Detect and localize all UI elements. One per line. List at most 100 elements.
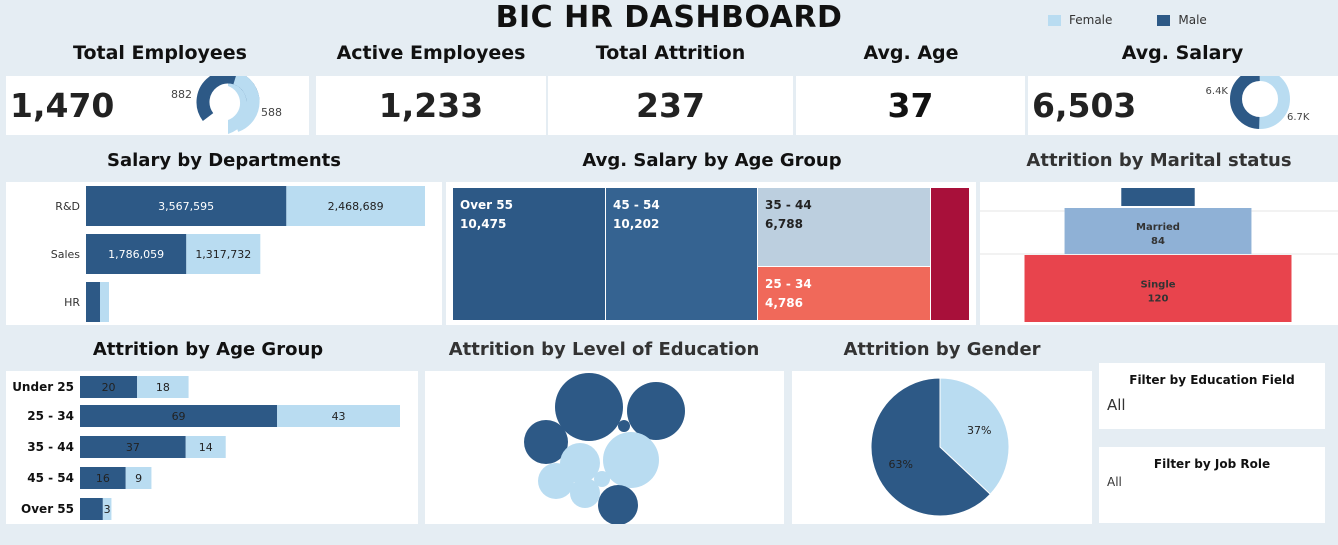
kpi-value-avg-salary: 6,503 bbox=[1032, 86, 1137, 125]
bubble bbox=[603, 432, 659, 488]
legend-label-female: Female bbox=[1069, 13, 1113, 27]
funnel-value: 84 bbox=[1151, 236, 1165, 247]
treemap-tile bbox=[758, 267, 930, 320]
filter-job-role-label: Filter by Job Role bbox=[1153, 457, 1271, 471]
data-label: 14 bbox=[199, 441, 213, 454]
treemap-value: 10,475 bbox=[460, 217, 506, 231]
bubble bbox=[524, 420, 568, 464]
treemap-label: 35 - 44 bbox=[765, 198, 812, 212]
bar-male bbox=[86, 282, 100, 322]
funnel-category: Married bbox=[1136, 222, 1180, 233]
data-label: 69 bbox=[172, 410, 186, 423]
donut-label-female-salary: 6.7K bbox=[1287, 112, 1310, 123]
pie-slice-male bbox=[870, 377, 992, 517]
attrition-gender-panel: 37% 63% bbox=[792, 371, 1092, 524]
category-label: 25 - 34 bbox=[27, 409, 74, 423]
bubble bbox=[570, 478, 600, 508]
donut-label-female: 588 bbox=[261, 106, 282, 119]
bar-male bbox=[80, 436, 186, 458]
treemap-tile bbox=[606, 188, 757, 320]
category-label: Sales bbox=[51, 248, 81, 261]
data-label: 1,317,732 bbox=[195, 248, 251, 261]
pie-slice-female bbox=[939, 377, 1010, 495]
legend-label-male: Male bbox=[1178, 13, 1207, 27]
kpi-value-avg-age: 37 bbox=[887, 86, 934, 125]
legend-item-female[interactable]: Female bbox=[1048, 13, 1112, 27]
category-label: Under 25 bbox=[12, 380, 74, 394]
treemap-tile bbox=[453, 188, 605, 320]
bubble bbox=[555, 373, 623, 441]
bar-male bbox=[86, 234, 187, 274]
kpi-label-total-employees: Total Employees bbox=[73, 42, 247, 64]
section-title-attrition-education: Attrition by Level of Education bbox=[448, 339, 760, 360]
filter-job-role[interactable]: Filter by Job Role All bbox=[1099, 447, 1325, 523]
data-label: 2,468,689 bbox=[328, 200, 384, 213]
bar-female bbox=[185, 436, 226, 458]
bar-female bbox=[286, 186, 425, 226]
data-label: 18 bbox=[156, 381, 170, 394]
section-title-attrition-marital: Attrition by Marital status bbox=[1026, 150, 1292, 171]
donut-ring-female bbox=[1230, 76, 1290, 129]
category-label: 45 - 54 bbox=[27, 471, 74, 485]
attrition-gender-pie: 37% 63% bbox=[870, 377, 1010, 517]
bar-female bbox=[125, 467, 152, 489]
total-employees-donut: 882 588 bbox=[171, 76, 282, 134]
legend-item-male[interactable]: Male bbox=[1157, 13, 1207, 27]
treemap-label: Over 55 bbox=[460, 198, 513, 212]
section-title-salary-departments: Salary by Departments bbox=[107, 150, 341, 171]
category-label: 35 - 44 bbox=[27, 440, 74, 454]
attrition-age-chart: Under 25 20 18 25 - 34 69 43 35 - 44 37 14 45 - 5… bbox=[12, 376, 400, 520]
kpi-label-total-attrition: Total Attrition bbox=[595, 42, 746, 64]
filter-job-role-value[interactable]: All bbox=[1107, 475, 1122, 489]
bar-male bbox=[86, 186, 287, 226]
filter-education-field[interactable]: Filter by Education Field All bbox=[1099, 363, 1325, 429]
bar-female bbox=[186, 234, 261, 274]
category-label: R&D bbox=[55, 200, 80, 213]
kpi-value-total-employees: 1,470 bbox=[10, 86, 115, 125]
attrition-age-panel: Under 25 20 18 25 - 34 69 43 35 - 44 37 14 45 - 5… bbox=[6, 371, 418, 524]
salary-by-departments-chart: R&D 3,567,595 2,468,689 Sales 1,786,059 1,317… bbox=[51, 186, 425, 322]
kpi-value-total-attrition: 237 bbox=[636, 86, 705, 125]
donut-label-male-salary: 6.4K bbox=[1206, 86, 1229, 97]
donut-slice-female-ring bbox=[196, 76, 260, 134]
bar-male bbox=[80, 467, 126, 489]
funnel-bar bbox=[1024, 255, 1292, 322]
data-label: 1,786,059 bbox=[108, 248, 164, 261]
filter-education-field-label: Filter by Education Field bbox=[1129, 373, 1295, 387]
treemap-label: 25 - 34 bbox=[765, 277, 812, 291]
bar-male bbox=[80, 376, 138, 398]
kpi-label-active-employees: Active Employees bbox=[336, 42, 526, 64]
data-label: 37 bbox=[126, 441, 140, 454]
salary-by-age-treemap: Over 55 10,475 45 - 54 10,202 35 - 44 6,788 25… bbox=[453, 188, 969, 320]
treemap-tile bbox=[931, 188, 969, 320]
salary-by-age-panel: Over 55 10,475 45 - 54 10,202 35 - 44 6,788 25… bbox=[446, 182, 976, 325]
kpi-value-active-employees: 1,233 bbox=[378, 86, 484, 125]
funnel-bar bbox=[1064, 208, 1252, 254]
pie-label: 37% bbox=[967, 424, 991, 437]
funnel-category: Single bbox=[1140, 280, 1175, 291]
bar-male bbox=[80, 498, 103, 520]
section-title-attrition-age: Attrition by Age Group bbox=[92, 339, 324, 360]
bubble bbox=[627, 382, 685, 440]
funnel-bar bbox=[1121, 188, 1195, 206]
bar-female bbox=[277, 405, 400, 427]
funnel-value: 120 bbox=[1148, 294, 1169, 305]
treemap-value: 6,788 bbox=[765, 217, 803, 231]
category-label: HR bbox=[64, 296, 80, 309]
treemap-label: 45 - 54 bbox=[613, 198, 660, 212]
legend-swatch-male bbox=[1157, 14, 1171, 26]
treemap-value: 10,202 bbox=[613, 217, 659, 231]
data-label: 43 bbox=[332, 410, 346, 423]
kpi-label-avg-salary: Avg. Salary bbox=[1121, 42, 1244, 64]
bar-female bbox=[137, 376, 189, 398]
section-title-attrition-gender: Attrition by Gender bbox=[843, 339, 1041, 360]
bubble bbox=[618, 420, 630, 432]
attrition-education-panel bbox=[425, 371, 784, 525]
attrition-education-bubbles bbox=[524, 373, 685, 525]
data-label: 3,567,595 bbox=[158, 200, 214, 213]
treemap-tile bbox=[758, 188, 930, 266]
legend: Female Male bbox=[1048, 13, 1252, 27]
filter-education-field-value[interactable]: All bbox=[1107, 396, 1126, 414]
legend-swatch-female bbox=[1048, 14, 1061, 26]
avg-salary-donut: 6.4K 6.7K bbox=[1206, 76, 1310, 129]
